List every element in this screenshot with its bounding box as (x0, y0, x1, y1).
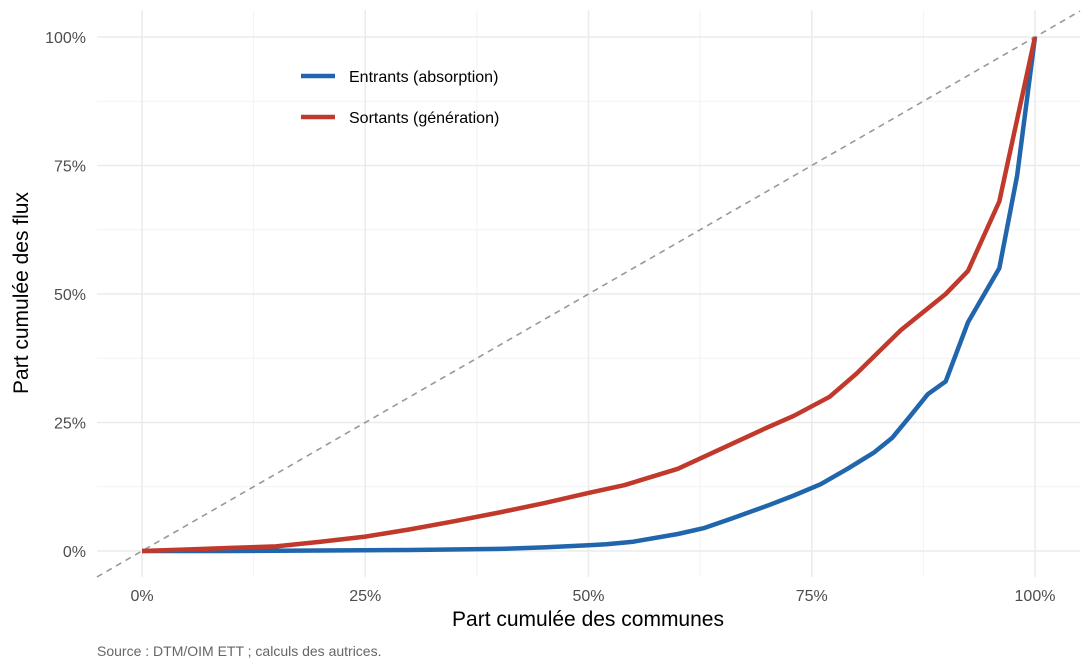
y-axis-title: Part cumulée des flux (10, 192, 33, 394)
x-axis-title: Part cumulée des communes (452, 608, 724, 631)
reference-line-equality (96, 10, 1081, 578)
x-tick-label: 0% (130, 588, 153, 605)
x-tick-label: 50% (572, 588, 604, 605)
x-axis-ticks: 0% 25% 50% 75% 100% (130, 588, 1055, 605)
legend: Entrants (absorption) Sortants (générati… (301, 69, 499, 127)
series-line-sortants (141, 36, 1038, 554)
legend-label-entrants: Entrants (absorption) (349, 69, 498, 86)
y-tick-label: 100% (45, 30, 86, 47)
series-line-entrants (142, 36, 1038, 554)
legend-label-sortants: Sortants (génération) (349, 110, 499, 127)
source-caption: Source : DTM/OIM ETT ; calculs des autri… (97, 643, 381, 659)
series-layer (141, 36, 1038, 554)
y-tick-label: 50% (54, 287, 86, 304)
x-tick-label: 100% (1015, 588, 1056, 605)
reference-line-layer (96, 10, 1081, 578)
y-tick-label: 0% (63, 544, 86, 561)
x-tick-label: 75% (796, 588, 828, 605)
y-tick-label: 75% (54, 159, 86, 176)
y-axis-ticks: 0% 25% 50% 75% 100% (45, 30, 86, 561)
x-tick-label: 25% (349, 588, 381, 605)
y-tick-label: 25% (54, 416, 86, 433)
